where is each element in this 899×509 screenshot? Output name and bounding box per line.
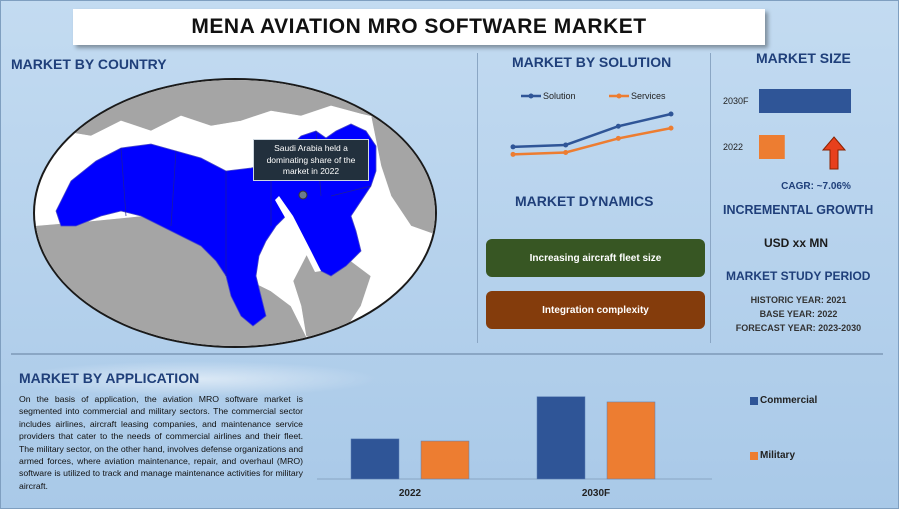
point-solution-0 (510, 144, 516, 150)
legend-commercial-label: Commercial (760, 395, 818, 406)
mena-map (31, 76, 439, 351)
app-bar-commercial-2030f (536, 396, 586, 480)
point-services-3 (668, 125, 674, 131)
application-bar-chart: 2022 2030F (317, 396, 712, 499)
application-heading-shadow (11, 361, 381, 397)
dynamics-driver: Increasing aircraft fleet size (486, 239, 705, 277)
saudi-marker (298, 190, 308, 200)
legend-label-services: Services (631, 91, 666, 101)
up-arrow-icon (822, 136, 846, 170)
size-category-2030f: 2030F (723, 96, 749, 106)
country-borders (120, 130, 372, 276)
cagr-text: CAGR: ~7.06% (781, 181, 851, 192)
study-heading: MARKET STUDY PERIOD (726, 269, 871, 283)
legend-marker-services (616, 93, 622, 99)
legend-commercial-swatch (750, 397, 758, 405)
dynamics-heading: MARKET DYNAMICS (515, 193, 654, 209)
legend-label-solution: Solution (543, 91, 576, 101)
size-heading: MARKET SIZE (756, 50, 851, 66)
forecast-year: FORECAST YEAR: 2023-2030 (735, 323, 862, 333)
legend-military-label: Military (760, 450, 796, 461)
growth-heading: INCREMENTAL GROWTH (723, 203, 874, 217)
divider-horizontal (11, 353, 883, 355)
size-bar-2030f (759, 89, 851, 113)
app-bar-military-2022 (420, 440, 470, 480)
historic-year: HISTORIC YEAR: 2021 (750, 295, 847, 305)
point-solution-3 (668, 111, 674, 117)
application-heading: MARKET BY APPLICATION (19, 370, 200, 386)
solution-heading: MARKET BY SOLUTION (512, 54, 672, 70)
series-line-services (512, 126, 672, 156)
legend-military-swatch (750, 452, 758, 460)
divider-2 (710, 53, 711, 343)
size-category-2022: 2022 (723, 142, 743, 152)
red-sea (275, 196, 321, 272)
solution-line-chart: Solution Services (510, 91, 674, 157)
app-category-2030f: 2030F (582, 488, 610, 499)
point-solution-2 (615, 123, 621, 129)
divider-1 (477, 53, 478, 343)
country-heading: MARKET BY COUNTRY (11, 56, 167, 72)
size-bar-2022 (759, 135, 785, 159)
app-category-2022: 2022 (399, 488, 422, 499)
point-services-0 (510, 151, 516, 157)
application-description: On the basis of application, the aviatio… (19, 394, 303, 491)
size-bar-chart: 2030F 2022 (723, 89, 851, 159)
app-bar-commercial-2022 (350, 438, 400, 480)
series-line-solution (512, 112, 672, 149)
dynamics-challenge: Integration complexity (486, 291, 705, 329)
point-services-1 (563, 149, 569, 155)
country-callout: Saudi Arabia held a dominating share of … (253, 139, 369, 181)
legend-marker-solution (528, 93, 534, 99)
base-year: BASE YEAR: 2022 (759, 309, 838, 319)
point-solution-1 (563, 142, 569, 148)
map-svg (33, 78, 437, 348)
point-services-2 (615, 135, 621, 141)
app-bar-military-2030f (606, 401, 656, 480)
growth-value: USD xx MN (763, 236, 828, 250)
page-title: MENA AVIATION MRO SOFTWARE MARKET (73, 9, 765, 45)
